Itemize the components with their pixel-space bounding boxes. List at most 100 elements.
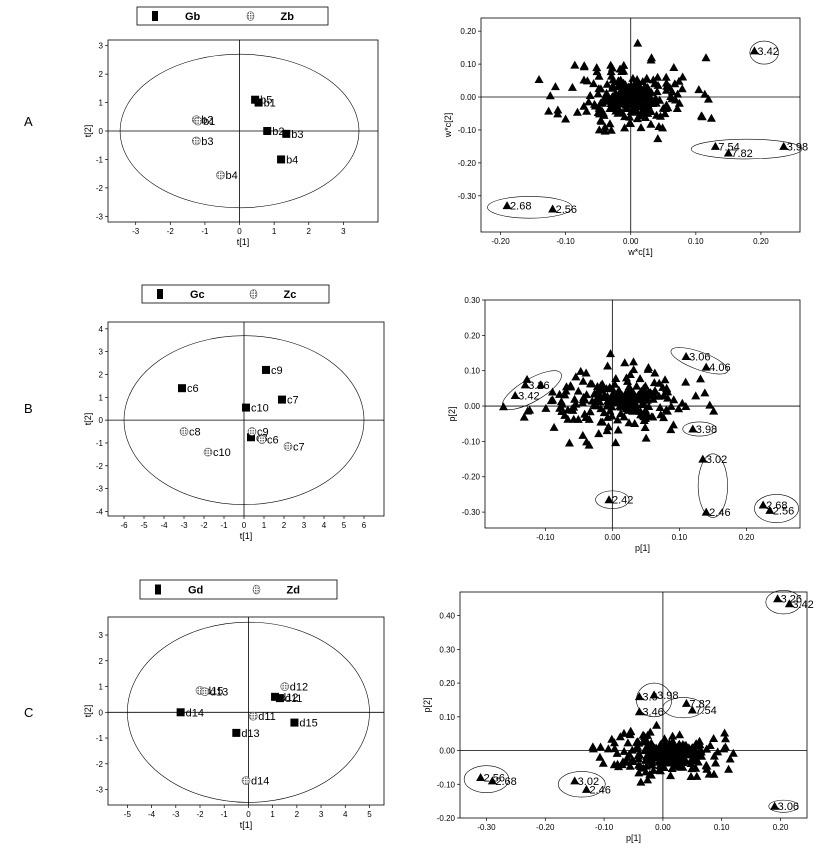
B-loadings-x-tick-label: 0.20 [739, 533, 755, 542]
C-loadings-variable-triangle-marker [643, 775, 653, 784]
A-loadings-variable-triangle-marker [631, 78, 641, 87]
C-loadings-variable-triangle-marker [626, 726, 636, 735]
A-loadings-variable-triangle-marker [673, 89, 683, 98]
C-scores-point-label: d13 [210, 687, 228, 699]
B-loadings-variable-triangle-marker [660, 375, 670, 384]
C-loadings-highlight-triangle-marker [770, 801, 780, 810]
B-scores-x-axis-label: t[1] [240, 531, 253, 541]
B-loadings-variable-triangle-marker [691, 391, 701, 400]
A-loadings-variable-label: 7.82 [731, 148, 752, 160]
A-loadings-variable-triangle-marker [605, 119, 615, 128]
B-scores-circle-marker [203, 447, 213, 457]
B-loadings-y-tick-label: -0.10 [462, 437, 481, 446]
C-loadings-variable-triangle-marker [686, 771, 696, 780]
B-scores-x-tick-label: 3 [302, 521, 307, 530]
B-loadings-highlight-triangle-marker [520, 380, 530, 389]
B-loadings-variable-triangle-marker [498, 402, 508, 411]
A-scores-y-tick-label: -2 [96, 184, 104, 193]
A-loadings-variable-triangle-marker [585, 90, 595, 99]
C-scores-x-tick-label: -1 [221, 810, 229, 819]
B-loadings-variable-triangle-marker [656, 410, 666, 419]
C-loadings-variable-triangle-marker [728, 748, 738, 757]
B-loadings-variable-label: 3.42 [518, 390, 539, 402]
B-loadings-highlight-ellipse [595, 490, 630, 509]
A-loadings-variable-triangle-marker [544, 106, 554, 115]
C-loadings-variable-triangle-marker [661, 747, 671, 756]
C-loadings-y-tick-label: -0.20 [437, 814, 456, 823]
B-scores-confidence-ellipse [123, 335, 365, 505]
B-loadings-variable-triangle-marker [571, 399, 581, 408]
A-loadings-variable-triangle-marker [602, 95, 612, 104]
A-scores-y-axis-label: t[2] [83, 125, 93, 138]
A-scores-point-label: b1 [203, 116, 215, 128]
A-scores-y-tick-label: 0 [99, 127, 104, 136]
B-scores-legend-box [141, 284, 330, 304]
B-loadings-variable-triangle-marker [662, 406, 672, 415]
B-scores-circle-marker [247, 427, 257, 436]
B-loadings-x-tick-label: 0.10 [672, 533, 688, 542]
C-scores-point-label: d11 [258, 711, 276, 723]
A-loadings-variable-triangle-marker [653, 80, 663, 89]
A-loadings-variable-triangle-marker [669, 63, 679, 72]
B-loadings-variable-triangle-marker [607, 402, 617, 411]
C-loadings-variable-triangle-marker [609, 738, 619, 747]
A-loadings-variable-triangle-marker [652, 110, 662, 119]
B-scores-legend-label: Gc [190, 289, 205, 301]
B-loadings-variable-triangle-marker [625, 369, 635, 378]
C-loadings-variable-triangle-marker [610, 744, 620, 753]
A-loadings-variable-triangle-marker [646, 87, 656, 96]
B-loadings-highlight-triangle-marker [701, 362, 711, 371]
B-loadings-variable-triangle-marker [655, 402, 665, 411]
A-scores-point-label: b1 [264, 98, 276, 110]
A-loadings-x-tick-label: 0.10 [688, 237, 704, 246]
C-loadings-plot-frame [459, 591, 808, 819]
C-loadings-variable-triangle-marker [595, 752, 605, 761]
B-loadings-variable-triangle-marker [593, 392, 603, 401]
B-loadings-variable-triangle-marker [541, 403, 551, 412]
B-scores-plot-frame [107, 321, 385, 517]
C-scores-point-label: d14 [251, 776, 269, 788]
B-loadings-variable-label: 2.56 [773, 505, 794, 517]
B-scores-point-label: c9 [271, 365, 283, 377]
B-loadings-variable-triangle-marker [592, 401, 602, 410]
B-loadings-variable-triangle-marker [642, 394, 652, 403]
B-scores-x-tick-label: 4 [322, 521, 327, 530]
B-loadings-variable-triangle-marker [674, 404, 684, 413]
C-loadings-variable-triangle-marker [659, 762, 669, 771]
A-loadings-variable-triangle-marker [534, 75, 544, 84]
A-loadings-variable-triangle-marker [678, 72, 688, 81]
C-scores-y-tick-label: 1 [99, 683, 104, 692]
C-loadings-variable-label: 3.02 [578, 776, 599, 788]
C-scores-y-axis-label: t[2] [83, 705, 93, 718]
B-loadings-variable-triangle-marker [648, 412, 658, 421]
loading-plot-b: -0.10 0.00 0.10 0.20 0.30 0.20 0.10 0.00 -0.10 -0… [447, 296, 801, 553]
B-scores-point-label: c7 [293, 441, 305, 453]
A-scores-square-marker [254, 98, 263, 107]
A-loadings-variable-triangle-marker [706, 113, 716, 122]
B-scores-circle-marker [257, 435, 267, 444]
B-loadings-highlight-ellipse [670, 347, 729, 375]
B-scores-x-tick-label: -5 [140, 521, 148, 530]
A-loadings-variable-triangle-marker [641, 82, 651, 91]
C-loadings-y-tick-label: 0.40 [439, 612, 455, 621]
A-loadings-variable-triangle-marker [608, 81, 618, 90]
A-loadings-variable-triangle-marker [666, 92, 676, 101]
B-scores-x-tick-label: -1 [220, 521, 228, 530]
B-scores-x-tick-label: 6 [362, 521, 367, 530]
A-scores-legend-circle-marker [246, 11, 255, 21]
B-scores-y-tick-label: -3 [96, 485, 104, 494]
B-loadings-x-tick-label: 0.00 [605, 533, 621, 542]
B-loadings-variable-triangle-marker [640, 413, 650, 422]
A-loadings-variable-triangle-marker [652, 87, 662, 96]
A-loadings-variable-triangle-marker [623, 86, 633, 95]
C-scores-confidence-ellipse [127, 621, 370, 803]
C-scores-x-axis-label: t[1] [240, 820, 253, 830]
C-loadings-variable-label: 3.26 [781, 594, 802, 606]
B-scores-point-label: c6 [187, 383, 199, 395]
A-scores-legend-square-marker [152, 11, 158, 21]
A-loadings-x-tick-label: -0.20 [491, 237, 510, 246]
A-loadings-variable-triangle-marker [593, 89, 603, 98]
B-loadings-variable-triangle-marker [709, 406, 719, 415]
C-loadings-variable-triangle-marker [636, 777, 646, 786]
B-loadings-variable-triangle-marker [548, 395, 558, 404]
